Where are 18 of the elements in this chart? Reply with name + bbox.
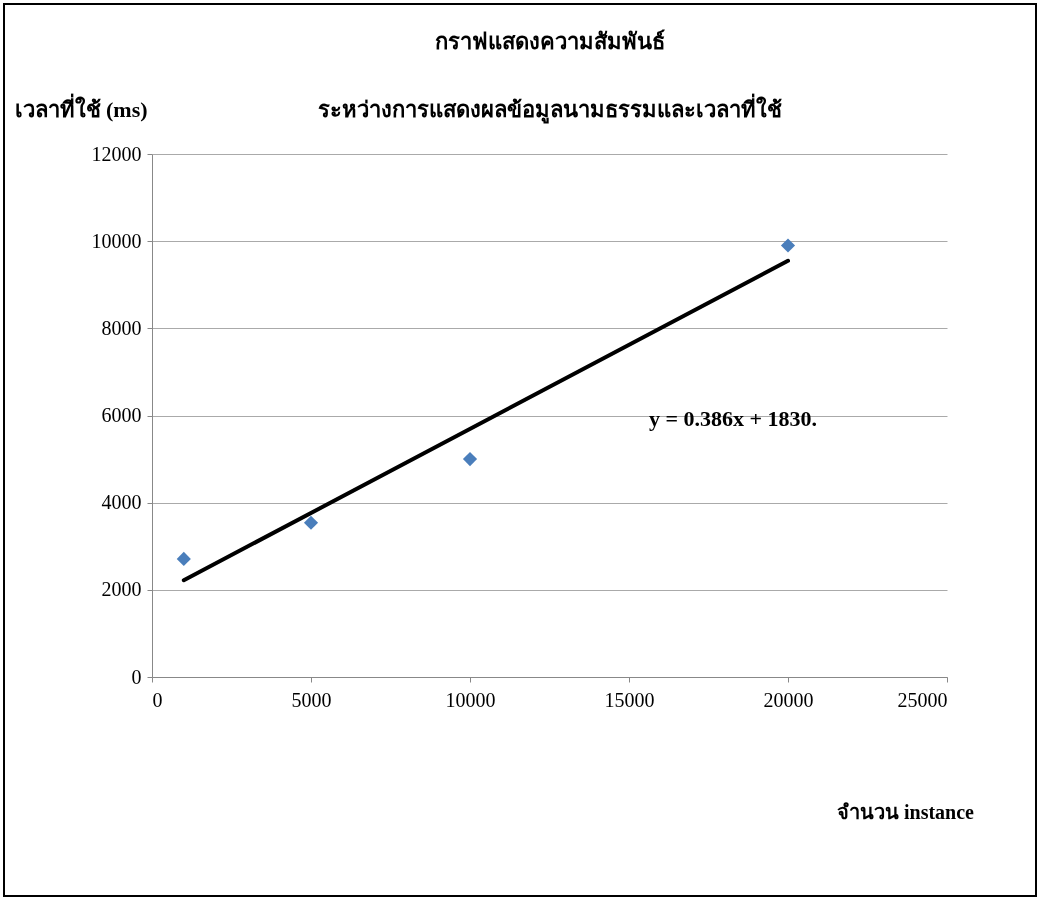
x-axis-title: จำนวน instance <box>837 800 975 823</box>
x-tick-label: 5000 <box>291 688 332 711</box>
annotation: y = 0.386x + 1830. <box>649 406 818 431</box>
y-tick-label: 10000 <box>91 229 142 252</box>
y-tick-label: 12000 <box>91 142 142 165</box>
y-tick-label: 4000 <box>101 491 142 514</box>
y-tick-label: 6000 <box>101 404 142 426</box>
x-tick-label: 10000 <box>445 688 496 711</box>
chart-title: กราฟแสดงความสัมพันธ์ <box>434 29 665 54</box>
x-tick-label: 25000 <box>897 688 948 711</box>
y-tick-label: 0 <box>131 665 142 688</box>
x-tick-label: 15000 <box>604 688 655 711</box>
x-tick-label: 0 <box>152 688 163 711</box>
y-axis-title: เวลาที่ใช้ (ms) <box>14 92 148 122</box>
y-tick-label: 8000 <box>101 316 142 339</box>
chart-subtitle: ระหว่างการแสดงผลข้อมูลนามธรรมและเวลาที่ใช้ <box>317 93 782 124</box>
y-tick-label: 2000 <box>101 578 142 601</box>
x-tick-label: 20000 <box>763 688 814 711</box>
